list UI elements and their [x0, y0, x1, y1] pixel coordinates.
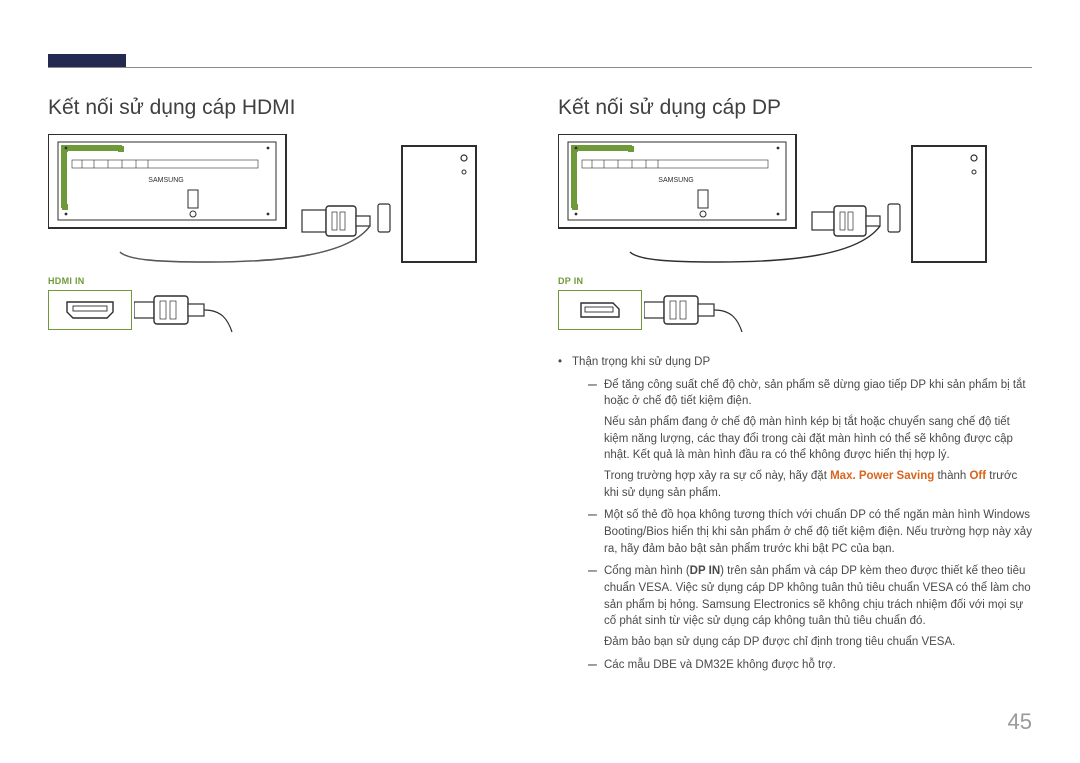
note-sub-item: Một số thẻ đồ họa không tương thích với …: [588, 507, 1032, 557]
note-sub-item: Cổng màn hình (DP IN) trên sản phẩm và c…: [588, 563, 1032, 650]
hdmi-port-label: HDMI IN: [48, 276, 522, 286]
note-paragraph: Để tăng công suất chế độ chờ, sản phẩm s…: [604, 377, 1032, 410]
page-number: 45: [1008, 709, 1032, 735]
monitor-brand-label: SAMSUNG: [148, 177, 183, 184]
left-title: Kết nối sử dụng cáp HDMI: [48, 96, 522, 120]
note-paragraph: Một số thẻ đồ họa không tương thích với …: [604, 507, 1032, 557]
note-paragraph: Cổng màn hình (DP IN) trên sản phẩm và c…: [604, 563, 1032, 630]
header-accent: [48, 54, 126, 67]
dp-plug-icon: [644, 288, 744, 334]
hdmi-plug-icon: [134, 288, 234, 334]
dp-port-box: [558, 290, 642, 330]
monitor-brand-label: SAMSUNG: [658, 177, 693, 184]
note-sub-item: Để tăng công suất chế độ chờ, sản phẩm s…: [588, 377, 1032, 502]
note-paragraph: Đảm bảo bạn sử dụng cáp DP được chỉ định…: [604, 634, 1032, 651]
hdmi-port-box: [48, 290, 132, 330]
hdmi-diagram: SAMSUNG: [48, 134, 522, 264]
dp-port-label: DP IN: [558, 276, 1032, 286]
right-title: Kết nối sử dụng cáp DP: [558, 96, 1032, 120]
header-rule: [48, 67, 1032, 68]
bullet-dot: •: [558, 354, 562, 371]
left-column: Kết nối sử dụng cáp HDMI SAMSUNG: [48, 96, 522, 679]
dp-note-list: Để tăng công suất chế độ chờ, sản phẩm s…: [558, 377, 1032, 674]
hdmi-port-icon: [65, 300, 115, 320]
note-paragraph: Các mẫu DBE và DM32E không được hỗ trợ.: [604, 657, 1032, 674]
right-column: Kết nối sử dụng cáp DP SAMSUNG: [558, 96, 1032, 679]
note-head-text: Thận trọng khi sử dụng DP: [572, 354, 710, 371]
content-columns: Kết nối sử dụng cáp HDMI SAMSUNG: [48, 96, 1032, 679]
note-paragraph: Nếu sản phẩm đang ở chế độ màn hình kép …: [604, 414, 1032, 464]
note-sub-item: Các mẫu DBE và DM32E không được hỗ trợ.: [588, 657, 1032, 674]
dp-diagram: SAMSUNG: [558, 134, 1032, 264]
dp-note-block: • Thận trọng khi sử dụng DP Để tăng công…: [558, 354, 1032, 673]
dp-port-icon: [579, 301, 621, 319]
dp-note-head: • Thận trọng khi sử dụng DP: [558, 354, 1032, 371]
note-paragraph: Trong trường hợp xảy ra sự cố này, hãy đ…: [604, 468, 1032, 501]
